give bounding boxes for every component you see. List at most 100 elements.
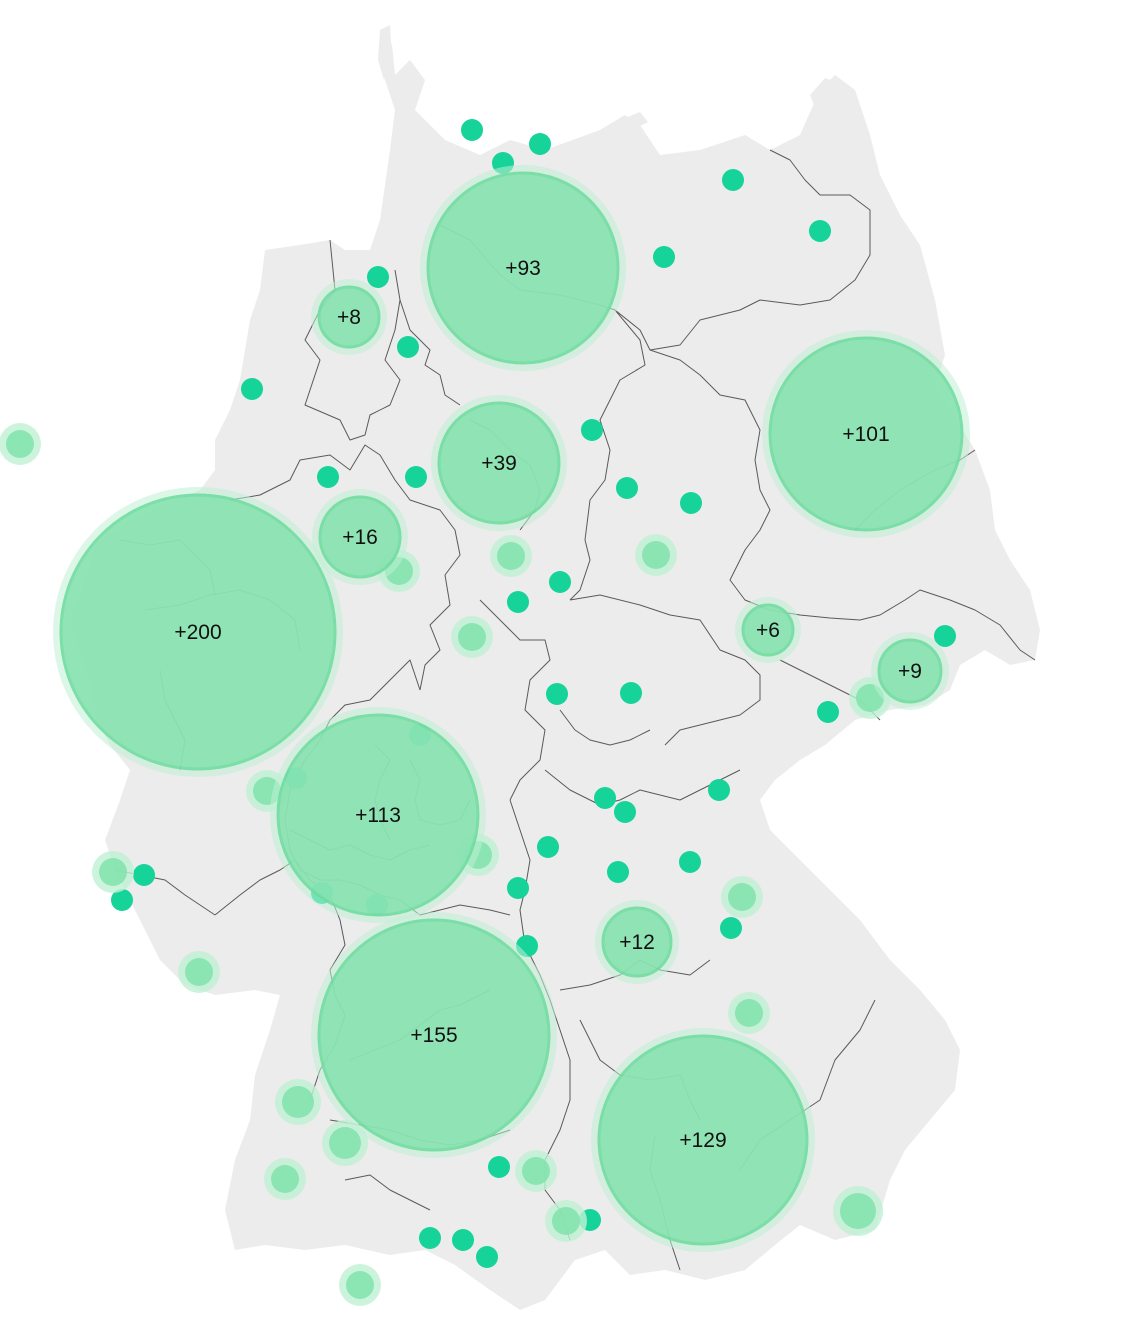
location-point[interactable] — [708, 779, 730, 801]
soft-location-point[interactable] — [833, 1186, 883, 1236]
location-point[interactable] — [507, 877, 529, 899]
cluster-bubble-rhein-ruhr[interactable]: +200 — [53, 487, 343, 777]
soft-point-core — [458, 623, 486, 651]
soft-point-core — [185, 958, 213, 986]
soft-location-point[interactable] — [490, 535, 532, 577]
soft-point-core — [728, 883, 756, 911]
soft-point-core — [346, 1271, 374, 1299]
cluster-bubble-muenchen[interactable]: +129 — [591, 1028, 815, 1252]
location-point[interactable] — [461, 119, 483, 141]
location-point[interactable] — [594, 787, 616, 809]
island-ruegen — [810, 78, 852, 118]
location-point[interactable] — [546, 683, 568, 705]
island-sylt — [378, 25, 392, 80]
border-st-bb — [649, 349, 771, 611]
soft-point-core — [99, 858, 127, 886]
cluster-circle — [768, 336, 964, 532]
location-point[interactable] — [367, 266, 389, 288]
location-point[interactable] — [419, 1227, 441, 1249]
location-point[interactable] — [488, 1156, 510, 1178]
soft-location-point[interactable] — [275, 1079, 321, 1125]
location-point[interactable] — [620, 682, 642, 704]
cluster-bubble-bremen-west[interactable]: +8 — [311, 279, 387, 355]
cluster-bubble-leipzig[interactable]: +6 — [735, 597, 801, 663]
location-point[interactable] — [607, 861, 629, 883]
location-point[interactable] — [507, 591, 529, 613]
location-point[interactable] — [581, 419, 603, 441]
cluster-bubble-hamburg[interactable]: +93 — [420, 165, 626, 371]
location-point[interactable] — [817, 701, 839, 723]
soft-point-core — [497, 542, 525, 570]
cluster-count-label: +39 — [481, 452, 517, 475]
location-point[interactable] — [549, 571, 571, 593]
cluster-count-label: +129 — [679, 1129, 726, 1152]
soft-location-point[interactable] — [515, 1150, 557, 1192]
cluster-count-label: +8 — [337, 306, 361, 329]
location-point[interactable] — [537, 836, 559, 858]
soft-location-point[interactable] — [451, 616, 493, 658]
soft-point-core — [552, 1207, 580, 1235]
soft-location-point[interactable] — [339, 1264, 381, 1306]
border-sh-mv — [614, 149, 871, 351]
cluster-circle — [426, 171, 620, 365]
cluster-count-label: +12 — [619, 931, 655, 954]
border-th-sn — [569, 594, 761, 746]
location-point[interactable] — [111, 889, 133, 911]
island-fehmarn — [620, 112, 648, 130]
soft-location-point[interactable] — [264, 1158, 306, 1200]
border-ni-st — [569, 309, 646, 601]
location-point[interactable] — [679, 851, 701, 873]
soft-point-core — [282, 1086, 314, 1118]
border-nw-ni — [229, 444, 461, 691]
cluster-circle — [318, 495, 402, 579]
cluster-bubble-berlin[interactable]: +101 — [762, 330, 970, 538]
soft-location-point[interactable] — [178, 951, 220, 993]
location-point[interactable] — [616, 477, 638, 499]
location-point[interactable] — [405, 466, 427, 488]
location-point[interactable] — [241, 378, 263, 400]
location-point[interactable] — [476, 1246, 498, 1268]
location-point[interactable] — [809, 220, 831, 242]
cluster-circle — [59, 493, 337, 771]
cluster-circle — [741, 603, 795, 657]
cluster-circle — [601, 906, 673, 978]
location-point[interactable] — [653, 246, 675, 268]
cluster-bubble-muenster[interactable]: +16 — [312, 489, 408, 585]
cluster-bubble-stuttgart[interactable]: +155 — [311, 912, 557, 1158]
border-bw-inner-3 — [344, 1174, 431, 1211]
cluster-count-label: +6 — [756, 619, 780, 642]
cluster-circle — [317, 918, 551, 1152]
cluster-count-label: +9 — [898, 660, 922, 683]
cluster-bubble-dresden[interactable]: +9 — [871, 632, 949, 710]
cluster-circle — [597, 1034, 809, 1246]
location-point[interactable] — [317, 466, 339, 488]
location-point[interactable] — [133, 864, 155, 886]
location-point[interactable] — [452, 1229, 474, 1251]
cluster-bubble-nuernberg[interactable]: +12 — [595, 900, 679, 984]
cluster-count-label: +200 — [174, 621, 221, 644]
soft-location-point[interactable] — [322, 1120, 368, 1166]
location-point[interactable] — [722, 169, 744, 191]
soft-location-point[interactable] — [0, 423, 41, 465]
location-point[interactable] — [934, 625, 956, 647]
cluster-bubble-rhein-main[interactable]: +113 — [270, 707, 486, 923]
soft-location-point[interactable] — [635, 534, 677, 576]
cluster-circle — [437, 401, 561, 525]
soft-location-point[interactable] — [728, 992, 770, 1034]
cluster-bubbles: +93 +8 +101 +39 +16 +200 +6 +9 +113 +12 +155 +129 — [53, 165, 970, 1252]
location-point[interactable] — [680, 492, 702, 514]
soft-location-point[interactable] — [92, 851, 134, 893]
cluster-circle — [317, 285, 381, 349]
soft-location-point[interactable] — [545, 1200, 587, 1242]
cluster-count-label: +113 — [355, 804, 401, 827]
soft-location-point[interactable] — [721, 876, 763, 918]
location-point[interactable] — [529, 133, 551, 155]
soft-point-core — [522, 1157, 550, 1185]
location-point[interactable] — [614, 801, 636, 823]
cluster-bubble-hannover[interactable]: +39 — [431, 395, 567, 531]
cluster-count-label: +155 — [410, 1024, 457, 1047]
border-bremen — [399, 299, 461, 406]
location-point[interactable] — [397, 336, 419, 358]
location-point[interactable] — [720, 917, 742, 939]
soft-point-core — [329, 1127, 361, 1159]
